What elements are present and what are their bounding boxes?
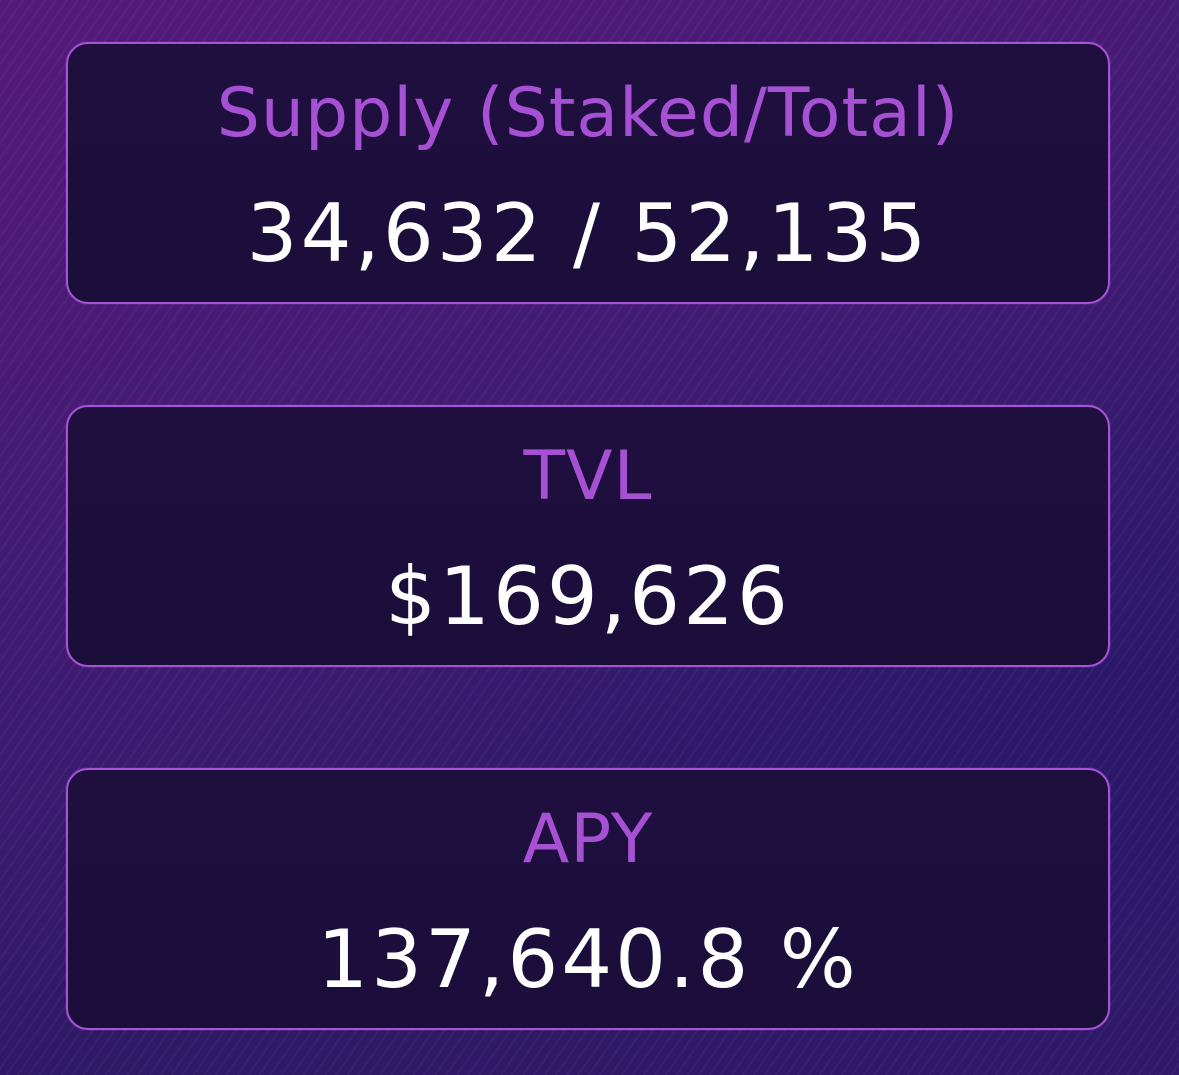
supply-value: 34,632 / 52,135 [246,187,930,280]
apy-stat-card: APY 137,640.8 % [66,768,1110,1030]
apy-label: APY [522,800,654,879]
supply-label: Supply (Staked/Total) [216,74,960,153]
supply-stat-card: Supply (Staked/Total) 34,632 / 52,135 [66,42,1110,304]
tvl-label: TVL [523,437,653,516]
apy-value: 137,640.8 % [317,913,859,1006]
tvl-value: $169,626 [385,550,791,643]
tvl-stat-card: TVL $169,626 [66,405,1110,667]
